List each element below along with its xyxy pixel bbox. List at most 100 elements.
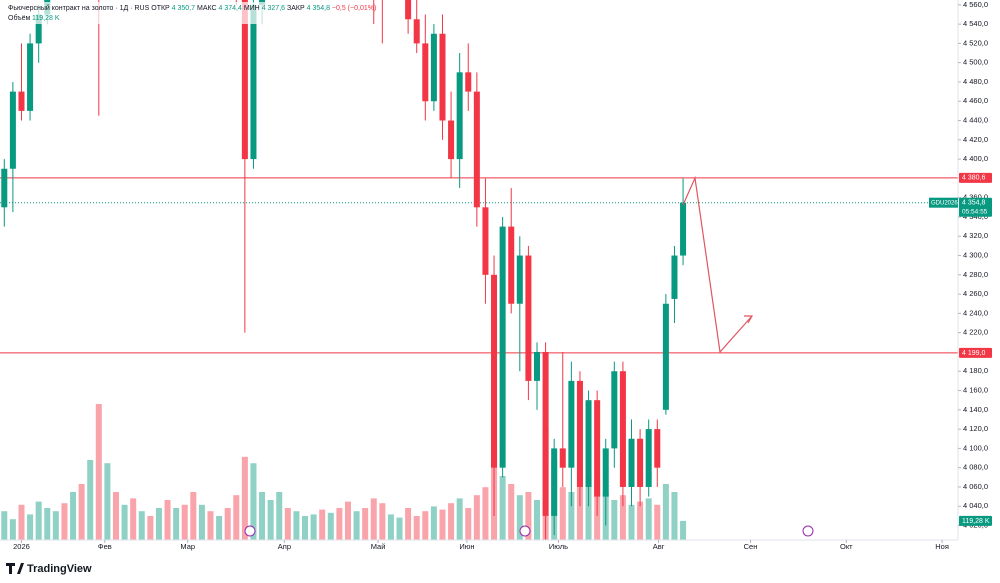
volume-bar [499,476,506,540]
volume-bar [147,516,154,540]
candle-body [619,371,626,487]
price-badge-label: 4 380,6 [962,175,985,182]
candle-body [611,371,618,449]
volume-bar [387,514,394,540]
last-price-badge [959,197,992,217]
y-tick-label: 4 140,0 [963,405,988,414]
candle-body [430,33,437,102]
volume-bar [267,500,274,540]
volume-bar [35,501,42,540]
y-tick-label: 4 220,0 [963,328,988,337]
y-tick-label: 4 120,0 [963,424,988,433]
candle-body [413,19,420,44]
volume-bar [379,503,386,540]
candle-body [250,4,257,160]
price-badge-label: 4 199,0 [962,350,985,357]
candle-body [439,33,446,121]
header-part: 4 354,8 [307,5,330,12]
brand: TradingView [27,563,92,575]
candle-body [637,438,644,487]
y-tick-label: 4 400,0 [963,154,988,163]
header-part: Фьючерсный контракт на золото · 1Д · RUS [8,4,150,12]
candle-body [491,274,498,468]
volume-bar [276,492,283,540]
volume-bar [216,516,223,540]
y-tick-label: 4 440,0 [963,116,988,125]
event-marker[interactable] [244,525,256,537]
volume-bar [362,508,369,540]
candle-body [27,43,34,111]
volume-bar [637,501,644,540]
candle-body [551,448,558,516]
x-tick-label: Авг [653,542,665,551]
volume-bar [413,516,420,540]
event-marker[interactable] [519,525,531,537]
volume-bar [61,503,68,540]
volume-bar [525,492,532,540]
logo-icon [6,563,24,574]
candle-body [422,43,429,102]
volume-bar [130,498,137,540]
y-tick-label: 4 160,0 [963,386,988,395]
y-tick-label: 4 540,0 [963,19,988,28]
candle-body [482,207,489,275]
y-tick-label: 4 320,0 [963,231,988,240]
header-part: МАКС [197,5,217,12]
candle-body [405,0,412,20]
last-price-label: 4 354,8 [962,200,985,207]
volume-bar [164,500,171,540]
volume-bar [233,495,240,540]
candle-body [585,400,592,487]
volume-bar [405,508,412,540]
volume-bar [1,511,8,540]
volume-bar [396,517,403,540]
volume-bar [155,508,162,540]
y-tick-label: 4 280,0 [963,270,988,279]
volume-bar [327,512,334,540]
volume-bar [138,511,145,540]
y-tick-label: 4 080,0 [963,463,988,472]
y-tick-label: 4 060,0 [963,482,988,491]
volume-bar [671,492,678,540]
volume-bar [302,516,309,540]
volume-bar [70,492,77,540]
candle-body [473,91,480,208]
volume-bar [430,506,437,540]
volume-bar [121,504,128,540]
volume-bar [190,492,197,540]
candle-body [9,91,16,169]
event-marker[interactable] [802,525,814,537]
volume-bar [52,511,59,540]
y-tick-label: 4 420,0 [963,135,988,144]
candle-body [499,226,506,468]
volume-bar [559,487,566,540]
symbol-badge [929,197,958,208]
volume-bar [284,508,291,540]
header-part: 4 350,7 [172,5,195,12]
x-tick-label: Сен [744,542,758,551]
header-part: ОТКР [151,5,170,12]
candle-body [542,351,549,516]
volume-layer [1,404,687,540]
candle-body [576,380,583,487]
y-tick-label: 4 520,0 [963,38,988,47]
volume-bar [568,492,575,540]
volume-bar [465,508,472,540]
event-markers [244,525,814,537]
volume-bar [611,500,618,540]
volume-bar [508,484,515,540]
volume-bar [18,504,25,540]
volume-bar [619,495,626,540]
volume-bar [259,492,266,540]
volume-bar [533,500,541,540]
y-tick-label: 4 260,0 [963,289,988,298]
candle-body [456,72,463,160]
y-tick-label: 4 460,0 [963,96,988,105]
volume-bar [87,460,94,540]
volume-bar [628,504,635,540]
volume-bar [680,520,687,540]
arrow-head [744,315,754,324]
volume-bar [439,509,446,540]
y-tick-label: 4 100,0 [963,443,988,452]
